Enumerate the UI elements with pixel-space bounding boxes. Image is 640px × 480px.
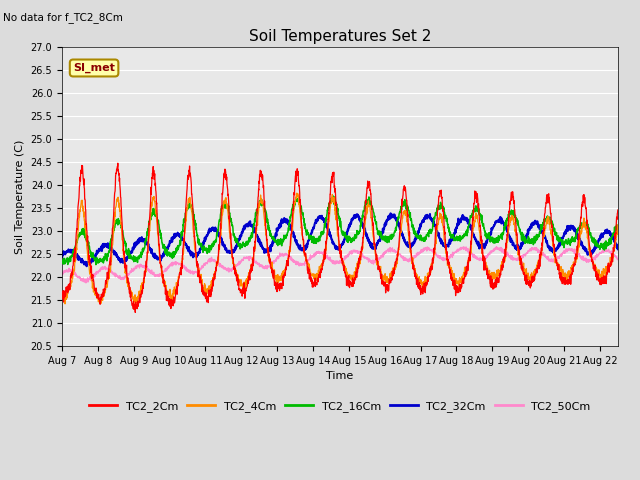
Legend: TC2_2Cm, TC2_4Cm, TC2_16Cm, TC2_32Cm, TC2_50Cm: TC2_2Cm, TC2_4Cm, TC2_16Cm, TC2_32Cm, TC… [84, 396, 595, 416]
Text: SI_met: SI_met [73, 63, 115, 73]
Title: Soil Temperatures Set 2: Soil Temperatures Set 2 [249, 29, 431, 44]
Text: No data for f_TC2_8Cm: No data for f_TC2_8Cm [3, 12, 123, 23]
Y-axis label: Soil Temperature (C): Soil Temperature (C) [15, 139, 25, 253]
X-axis label: Time: Time [326, 371, 353, 381]
